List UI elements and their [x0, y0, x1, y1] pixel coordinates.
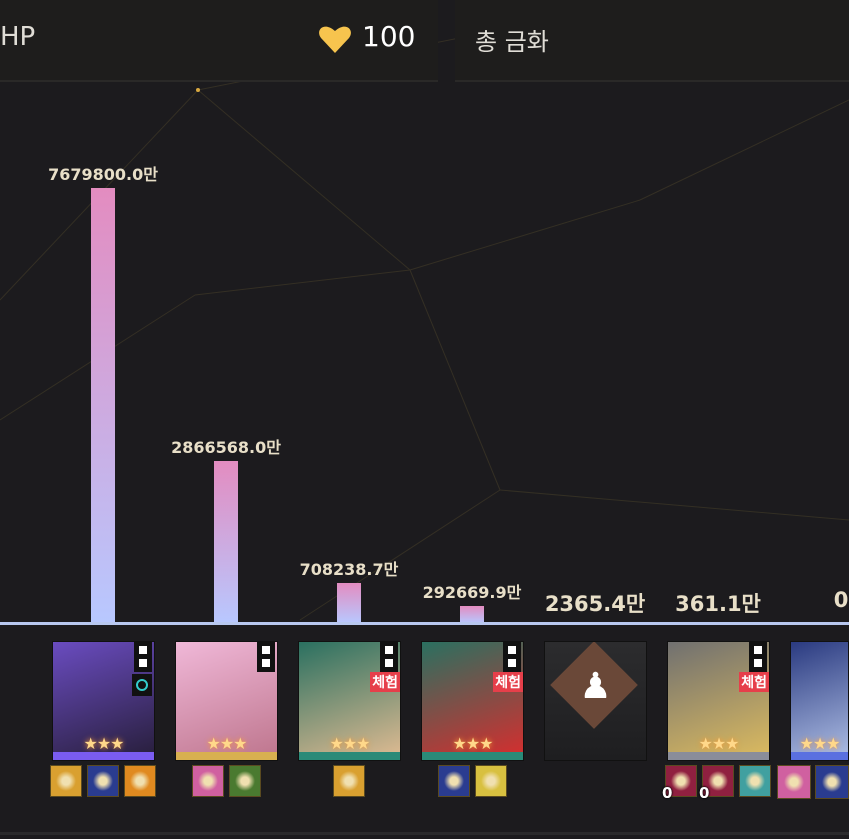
relic-icon[interactable]: [50, 765, 82, 797]
star-rating: ★★★: [83, 734, 124, 753]
star-rating: ★★★: [329, 734, 370, 753]
total-coins-panel: 총 금화: [455, 0, 849, 82]
rarity-bar: [422, 752, 523, 760]
total-coins-label: 총 금화: [475, 28, 549, 56]
character-card[interactable]: ★★★ 체험: [298, 641, 401, 761]
empty-slot[interactable]: ♟: [544, 641, 647, 761]
relic-icon[interactable]: 0: [662, 765, 697, 802]
value-label: 292669.9만: [422, 583, 522, 603]
trial-badge: 체험: [370, 672, 400, 692]
rarity-bar: [53, 752, 154, 760]
path-ring-icon: [132, 674, 152, 696]
rarity-bar: [668, 752, 769, 760]
bar: [337, 582, 361, 623]
relic-icon[interactable]: [191, 765, 224, 797]
value-label: 7679800.0만: [48, 165, 158, 184]
character-portrait: [791, 642, 848, 752]
eidolon-icon: [749, 642, 767, 672]
relic-count: 0: [662, 784, 673, 802]
bar: [460, 606, 484, 623]
relic-icon[interactable]: [739, 765, 771, 797]
rarity-bar: [176, 752, 277, 760]
rarity-bar: [299, 752, 400, 760]
bar: [214, 460, 238, 623]
relic-icon[interactable]: [333, 765, 365, 797]
value-label: 2866568.0만: [171, 437, 281, 457]
relic-icon[interactable]: [815, 765, 849, 799]
relic-icon[interactable]: [777, 765, 811, 799]
relic-icon[interactable]: [474, 765, 507, 797]
bar: [91, 188, 115, 623]
character-card[interactable]: ★★★: [790, 641, 849, 761]
eidolon-icon: [134, 642, 152, 672]
value-label: 361.1만: [675, 592, 761, 616]
character-card[interactable]: ★★★ 체험: [667, 641, 770, 761]
value-label: 2365.4만: [544, 592, 646, 616]
eidolon-icon: [380, 642, 398, 672]
hp-label: HP: [0, 22, 36, 52]
star-rating: ★★★: [452, 734, 493, 753]
eidolon-icon: [257, 642, 275, 672]
chart-baseline: [0, 622, 849, 625]
relic-count: 0: [699, 784, 710, 802]
eidolon-icon: [503, 642, 521, 672]
character-card[interactable]: ★★★: [52, 641, 155, 761]
relic-icon[interactable]: [124, 765, 156, 797]
relic-icon[interactable]: [437, 765, 470, 797]
heart-icon: [319, 26, 351, 53]
trial-badge: 체험: [739, 672, 769, 692]
star-rating: ★★★: [799, 734, 840, 753]
rarity-bar: [791, 752, 848, 760]
character-card[interactable]: ★★★: [175, 641, 278, 761]
relic-icon[interactable]: [87, 765, 119, 797]
hp-value: 100: [362, 20, 416, 53]
relic-icon[interactable]: [228, 765, 261, 797]
value-label: 708238.7만: [299, 559, 399, 579]
value-label: 0: [833, 588, 849, 612]
character-card[interactable]: ★★★ 체험: [421, 641, 524, 761]
divider: [0, 832, 849, 835]
star-rating: ★★★: [698, 734, 739, 753]
character-placeholder-icon: ♟: [579, 666, 612, 707]
relic-icon[interactable]: 0: [699, 765, 734, 802]
star-rating: ★★★: [206, 734, 247, 753]
trial-badge: 체험: [493, 672, 523, 692]
hp-panel: HP 100: [0, 0, 438, 82]
